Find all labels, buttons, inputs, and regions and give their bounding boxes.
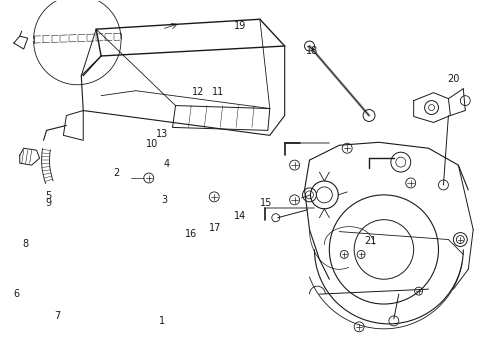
Text: 11: 11	[211, 87, 224, 98]
Text: 5: 5	[45, 191, 51, 201]
Text: 18: 18	[305, 46, 318, 57]
Text: 21: 21	[364, 237, 376, 247]
Text: 4: 4	[163, 159, 169, 169]
Text: 9: 9	[45, 198, 51, 208]
Text: 19: 19	[233, 21, 245, 31]
Text: 6: 6	[13, 289, 20, 299]
Text: 8: 8	[22, 239, 28, 249]
Text: 1: 1	[159, 316, 165, 326]
Text: 3: 3	[161, 195, 167, 204]
Text: 2: 2	[113, 168, 119, 178]
Text: 12: 12	[192, 87, 204, 98]
Text: 7: 7	[55, 311, 61, 321]
Text: 20: 20	[446, 74, 458, 84]
Text: 14: 14	[233, 211, 245, 221]
Text: 16: 16	[184, 229, 197, 239]
Text: 10: 10	[146, 139, 158, 149]
Text: 17: 17	[209, 223, 221, 233]
Text: 13: 13	[156, 129, 168, 139]
Text: 15: 15	[260, 198, 272, 208]
